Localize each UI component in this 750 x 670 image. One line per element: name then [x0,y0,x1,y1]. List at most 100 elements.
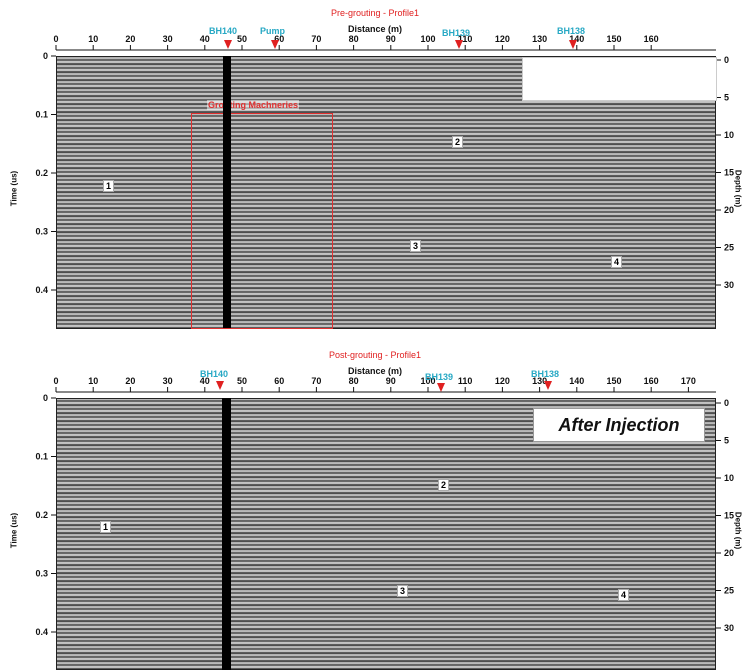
x-tick-label: 130 [532,376,547,386]
reflector-label-4: 4 [611,256,623,268]
y-tick-label-left: 0.2 [35,510,48,520]
axes-svg: 0 10 20 30 40 50 60 70 80 90 100 110 120 130 140 150 160… [35,34,734,295]
y-tick-label-right: 30 [724,280,734,290]
borehole-arrow-icon [569,40,577,49]
y-tick-label-right: 20 [724,548,734,558]
y-tick-label-left: 0.3 [35,569,48,579]
reflector-label-3: 3 [410,240,422,252]
x-tick-label: 100 [420,376,435,386]
borehole-label-bh138: BH138 [531,369,560,379]
x-tick-label: 120 [495,376,510,386]
grouting-machinery-box [191,113,333,329]
borehole-label-bh140: BH140 [200,369,229,379]
y-axis-label-right: Depth (m) [733,511,743,550]
x-axis-label: Distance (m) [347,366,402,376]
x-tick-label: 60 [274,34,284,44]
x-tick-label: 120 [495,34,510,44]
panel-title: Post-grouting - Profile1 [328,350,422,360]
x-tick-label: 70 [311,376,321,386]
borehole-label-pump: Pump [260,26,286,36]
x-tick-label: 50 [237,34,247,44]
x-tick-label: 70 [311,34,321,44]
y-tick-label-right: 5 [724,93,729,103]
borehole-arrow-icon [455,40,463,49]
x-tick-label: 40 [200,34,210,44]
y-tick-label-left: 0 [43,393,48,403]
y-tick-label-right: 25 [724,586,734,596]
y-tick-label-left: 0.4 [35,285,48,295]
y-axis-label-left: Time (us) [9,512,19,549]
x-tick-label: 90 [386,34,396,44]
borehole-line-bh140 [223,56,231,328]
reflector-label-1: 1 [100,521,112,533]
blank-region [522,57,717,101]
panel-title: Pre-grouting - Profile1 [330,8,420,18]
x-tick-label: 40 [200,376,210,386]
y-tick-label-left: 0.4 [35,627,48,637]
y-tick-label-right: 0 [724,55,729,65]
x-tick-label: 20 [125,34,135,44]
y-tick-label-right: 30 [724,623,734,633]
y-tick-label-right: 20 [724,205,734,215]
borehole-label-bh138: BH138 [557,26,586,36]
borehole-arrow-icon [544,381,552,390]
x-tick-label: 80 [349,376,359,386]
borehole-arrow-icon [224,40,232,49]
after-injection-box: After Injection [533,408,705,442]
x-tick-label: 0 [53,376,58,386]
reflector-label-2: 2 [438,479,450,491]
x-tick-label: 20 [125,376,135,386]
radargram-image [56,398,716,670]
borehole-label-bh139: BH139 [442,28,471,38]
y-axis-label-left: Time (us) [9,170,19,207]
x-axis-label: Distance (m) [347,24,402,34]
x-tick-label: 30 [163,376,173,386]
y-tick-label-left: 0.1 [35,452,48,462]
x-tick-label: 0 [53,34,58,44]
x-tick-label: 170 [681,376,696,386]
borehole-line-bh140 [222,398,231,670]
x-tick-label: 150 [606,34,621,44]
y-tick-label-right: 15 [724,168,734,178]
x-tick-label: 130 [532,34,547,44]
y-tick-label-left: 0.1 [35,110,48,120]
y-tick-label-right: 10 [724,473,734,483]
y-tick-label-right: 10 [724,130,734,140]
x-tick-label: 140 [569,34,584,44]
x-tick-label: 110 [458,34,473,44]
y-tick-label-left: 0.2 [35,168,48,178]
y-tick-label-right: 0 [724,398,729,408]
reflector-label-1: 1 [103,180,115,192]
x-tick-label: 30 [163,34,173,44]
x-tick-label: 10 [88,34,98,44]
post-grouting-panel: Post-grouting - Profile1 Distance (m) 0 1… [0,335,750,670]
y-axis-label-right: Depth (m) [733,169,743,208]
x-tick-label: 110 [458,376,473,386]
borehole-arrow-icon [271,40,279,49]
borehole-arrow-icon [437,383,445,392]
x-tick-label: 10 [88,376,98,386]
reflector-label-2: 2 [452,136,464,148]
grouting-machinery-label: Grouting Machneries [207,100,300,110]
borehole-label-bh140: BH140 [209,26,238,36]
y-tick-label-right: 5 [724,436,729,446]
radargram-image [56,56,716,329]
x-tick-label: 50 [237,376,247,386]
x-tick-label: 90 [386,376,396,386]
x-tick-label: 100 [420,34,435,44]
x-tick-label: 160 [644,34,659,44]
x-tick-label: 160 [644,376,659,386]
y-tick-label-right: 15 [724,511,734,521]
y-tick-label-left: 0.3 [35,227,48,237]
borehole-arrow-icon [216,381,224,390]
x-tick-label: 140 [569,376,584,386]
x-tick-label: 80 [349,34,359,44]
y-tick-label-left: 0 [43,51,48,61]
borehole-label-bh139: BH139 [425,372,454,382]
x-tick-label: 60 [274,376,284,386]
y-tick-label-right: 25 [724,243,734,253]
axes-svg: 0 10 20 30 40 50 60 70 80 90 100 110 120 130 140 150 160… [35,376,734,637]
reflector-label-4: 4 [618,589,630,601]
x-tick-label: 150 [606,376,621,386]
pre-grouting-panel: Pre-grouting - Profile1 Distance (m) 0 10… [9,8,743,329]
